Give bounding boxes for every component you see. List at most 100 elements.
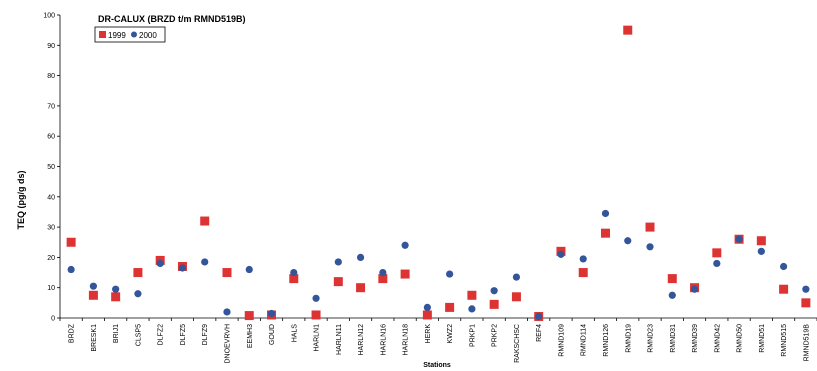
x-tick-label: RMND519B xyxy=(803,324,810,362)
x-tick-label: DLFZ5 xyxy=(180,324,187,346)
y-tick-label: 70 xyxy=(47,103,55,110)
legend-label-1999: 1999 xyxy=(108,31,126,40)
point-1999-RMND114 xyxy=(578,268,588,278)
y-tick-label: 20 xyxy=(47,255,55,262)
point-1999-RMND51 xyxy=(756,236,766,246)
x-tick-label: HARLN18 xyxy=(403,324,410,356)
x-tick-label: HARLN12 xyxy=(358,324,365,356)
y-axis-label: TEQ (pg/g ds) xyxy=(16,171,26,230)
point-1999-RMND519B xyxy=(801,298,811,308)
x-tick-label: RMND50 xyxy=(737,324,744,353)
point-2000-RMND39 xyxy=(690,285,699,293)
point-1999-KWZ2 xyxy=(445,302,455,312)
point-2000-RMND42 xyxy=(713,259,721,268)
x-tick-label: PRKP1 xyxy=(469,324,476,347)
point-2000-HARLN16 xyxy=(379,268,387,277)
point-2000-DNOEVRVH xyxy=(223,308,231,316)
point-2000-RMND519B xyxy=(802,285,810,293)
x-axis-label: Stations xyxy=(423,362,451,369)
point-1999-RMND126 xyxy=(600,228,610,238)
point-2000-HERK xyxy=(423,303,431,311)
point-1999-RMND31 xyxy=(667,274,677,284)
x-tick-label: BRDZ xyxy=(69,323,76,343)
point-2000-RMND31 xyxy=(668,291,676,299)
x-tick-label: PRKP2 xyxy=(492,324,499,347)
point-2000-HARLN12 xyxy=(356,253,365,261)
x-tick-label: BRIJ1 xyxy=(113,324,120,343)
x-tick-label: KWZ2 xyxy=(447,324,454,344)
point-1999-RMND23 xyxy=(645,222,655,232)
point-1999-HARLN12 xyxy=(356,283,366,293)
x-tick-label: RMND114 xyxy=(581,324,588,356)
point-2000-DLFZ9 xyxy=(201,258,209,266)
point-1999-BRDZ xyxy=(66,237,76,247)
x-tick-label: RMND126 xyxy=(603,324,610,357)
point-1999-DLFZ9 xyxy=(200,216,210,226)
point-1999-HARLN1 xyxy=(311,310,321,320)
point-2000-RAKSCHSC xyxy=(512,273,521,281)
y-tick-label: 30 xyxy=(47,225,55,232)
point-1999-RMND19 xyxy=(623,25,633,35)
point-2000-RMND51 xyxy=(757,247,765,255)
point-2000-HALS xyxy=(290,268,298,277)
x-tick-label: EEMH3 xyxy=(247,324,254,348)
x-tick-label: RMND42 xyxy=(714,324,721,353)
x-tick-label: RMND51 xyxy=(759,324,766,353)
x-tick-label: HALS xyxy=(291,324,298,343)
point-2000-HARLN11 xyxy=(334,258,342,266)
point-2000-DLFZ2 xyxy=(156,259,164,268)
point-2000-KWZ2 xyxy=(446,270,454,278)
legend-box xyxy=(94,26,166,43)
point-1999-PRKP2 xyxy=(489,299,499,309)
point-1999-HERK xyxy=(422,310,432,320)
y-tick-label: 100 xyxy=(43,13,55,20)
point-1999-CLSP5 xyxy=(133,268,143,278)
x-axis: BRDZ BRESK1 BRIJ1 CLSP5 DLFZ2 DLFZ5 DLFZ9 DNOEV… xyxy=(59,317,817,364)
legend: 1999 2000 xyxy=(94,26,166,43)
x-tick-label: HERK xyxy=(425,324,432,344)
point-1999-HARLN11 xyxy=(333,277,343,287)
point-2000-GOUD xyxy=(267,309,276,318)
x-tick-label: BRESK1 xyxy=(91,324,98,352)
legend-marker-1999 xyxy=(99,31,106,38)
x-tick-label: RAKSCHSC xyxy=(514,324,521,363)
point-1999-RAKSCHSC xyxy=(511,292,521,302)
point-1999-DNOEVRVH xyxy=(222,268,232,278)
point-1999-BRIJ1 xyxy=(111,292,121,302)
x-tick-label: RMND19 xyxy=(625,324,632,353)
point-2000-CLSP5 xyxy=(134,290,142,298)
x-tick-label: DLFZ2 xyxy=(158,324,165,346)
point-1999-EEMH3 xyxy=(244,311,254,321)
x-tick-label: GOUD xyxy=(269,324,276,345)
point-2000-REF4 xyxy=(535,312,543,321)
point-1999-BRESK1 xyxy=(88,290,98,300)
legend-marker-2000 xyxy=(131,31,137,38)
point-2000-RMND114 xyxy=(579,255,587,263)
x-tick-label: RMND109 xyxy=(558,324,565,357)
x-tick-label: RMND23 xyxy=(648,324,655,353)
point-2000-RMND50 xyxy=(735,235,743,243)
data-points xyxy=(66,25,811,321)
chart-title: DR-CALUX (BRZD t/m RMND519B) xyxy=(98,14,246,24)
point-2000-RMND109 xyxy=(557,250,565,258)
x-tick-label: RMND515 xyxy=(781,324,788,357)
point-2000-RMND515 xyxy=(780,262,788,271)
x-tick-label: DNOEVRVH xyxy=(224,324,231,364)
y-tick-label: 80 xyxy=(47,73,55,80)
point-2000-BRESK1 xyxy=(89,282,97,290)
point-2000-RMND126 xyxy=(601,209,610,218)
point-1999-HALS xyxy=(289,274,299,284)
x-tick-label: RMND39 xyxy=(692,324,699,353)
x-tick-label: HARLN1 xyxy=(314,324,321,352)
x-tick-label: CLSP5 xyxy=(135,324,142,346)
point-2000-BRIJ1 xyxy=(112,285,120,293)
legend-label-2000: 2000 xyxy=(139,31,157,40)
point-2000-HARLN18 xyxy=(401,241,409,249)
x-tick-label: RMND31 xyxy=(670,324,677,353)
point-2000-EEMH3 xyxy=(245,265,253,274)
point-2000-PRKP2 xyxy=(490,287,498,295)
point-1999-HARLN18 xyxy=(400,269,410,279)
x-tick-label: REF4 xyxy=(536,324,543,342)
y-tick-label: 0 xyxy=(51,316,55,323)
